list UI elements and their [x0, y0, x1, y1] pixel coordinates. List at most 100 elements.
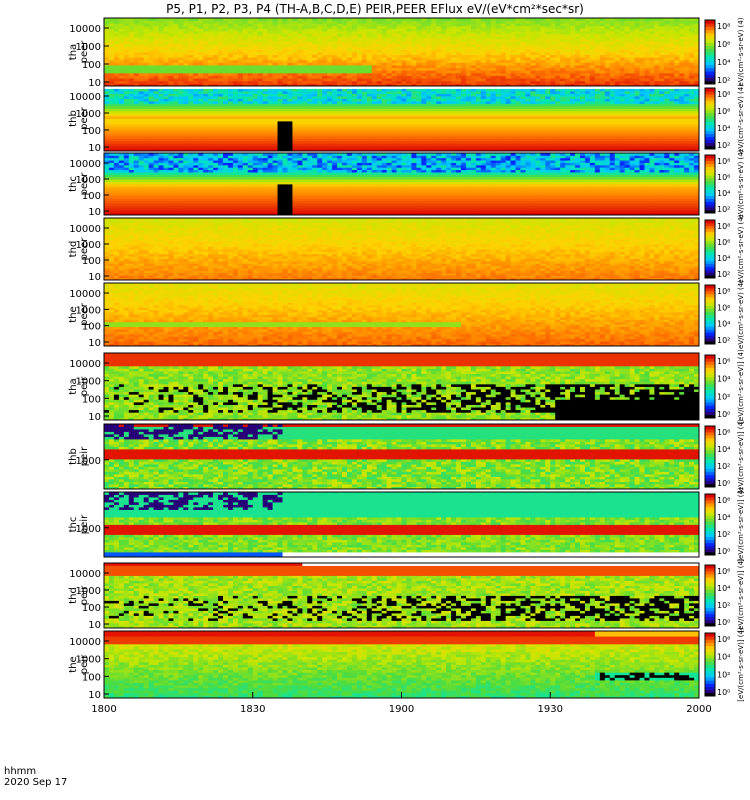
heatmap-cell — [401, 31, 407, 35]
heatmap-cell — [520, 118, 526, 122]
heatmap-cell — [391, 131, 397, 134]
heatmap-cell — [456, 136, 462, 139]
heatmap-cell — [123, 143, 130, 147]
heatmap-cell — [679, 20, 685, 24]
heatmap-cell — [406, 126, 412, 129]
heatmap-cell — [659, 128, 665, 132]
heatmap-cell — [619, 57, 626, 61]
heatmap-cell — [451, 62, 457, 66]
heatmap-cell — [565, 52, 571, 56]
heatmap-cell — [242, 44, 249, 48]
heatmap-cell — [426, 113, 432, 117]
heatmap-cell — [664, 18, 670, 22]
heatmap-cell — [540, 36, 546, 40]
heatmap-cell — [317, 116, 323, 119]
heatmap-cell — [654, 70, 660, 74]
heatmap-cell — [322, 143, 328, 147]
heatmap-cell — [649, 72, 655, 76]
heatmap-cell — [128, 62, 135, 66]
heatmap-cell — [173, 44, 179, 48]
heatmap-cell — [163, 44, 169, 48]
heatmap-cell — [123, 131, 130, 134]
heatmap-cell — [431, 41, 437, 45]
heatmap-cell — [421, 146, 427, 149]
heatmap-cell — [446, 146, 452, 149]
heatmap-cell — [188, 36, 194, 40]
heatmap-cell — [257, 52, 264, 56]
heatmap-cell — [292, 70, 298, 74]
heatmap-cell — [485, 41, 492, 45]
heatmap-cell — [183, 46, 189, 50]
heatmap-cell — [163, 121, 169, 124]
heatmap-cell — [193, 143, 199, 147]
heatmap-cell — [510, 116, 516, 119]
heatmap-cell — [327, 121, 333, 124]
heatmap-cell — [580, 36, 586, 40]
heatmap-cell — [292, 75, 298, 79]
heatmap-cell — [148, 136, 154, 139]
heatmap-cell — [381, 28, 388, 32]
heatmap-cell — [649, 128, 655, 132]
heatmap-cell — [446, 143, 452, 147]
heatmap-cell — [257, 25, 264, 29]
heatmap-cell — [203, 31, 209, 35]
heatmap-cell — [485, 80, 492, 84]
heatmap-cell — [570, 28, 576, 32]
heatmap-cell — [416, 49, 422, 53]
heatmap-cell — [252, 143, 259, 147]
heatmap-cell — [148, 62, 154, 66]
heatmap-cell — [565, 44, 571, 48]
heatmap-cell — [213, 52, 219, 56]
heatmap-cell — [575, 65, 581, 69]
heatmap-cell — [193, 136, 199, 139]
heatmap-cell — [292, 138, 298, 142]
heatmap-cell — [485, 52, 492, 56]
heatmap-cell — [555, 148, 561, 152]
heatmap-cell — [684, 36, 690, 40]
heatmap-cell — [669, 113, 675, 117]
heatmap-cell — [575, 59, 581, 63]
heatmap-cell — [530, 49, 536, 53]
heatmap-cell — [262, 138, 269, 142]
heatmap-cell — [584, 136, 591, 139]
heatmap-cell — [555, 20, 561, 24]
heatmap-cell — [505, 70, 511, 74]
heatmap-cell — [327, 31, 333, 35]
heatmap-cell — [659, 18, 665, 22]
heatmap-cell — [361, 146, 368, 149]
heatmap-cell — [674, 138, 680, 142]
heatmap-cell — [609, 46, 616, 50]
heatmap-cell — [118, 83, 125, 87]
heatmap-cell — [173, 131, 179, 134]
heatmap-cell — [123, 118, 130, 122]
heatmap-cell — [337, 72, 343, 76]
heatmap-cell — [307, 57, 313, 61]
heatmap-cell — [322, 118, 328, 122]
heatmap-cell — [108, 62, 115, 66]
heatmap-cell — [262, 113, 269, 117]
heatmap-cell — [361, 123, 368, 127]
heatmap-cell — [262, 33, 269, 37]
heatmap-cell — [342, 143, 348, 147]
heatmap-cell — [401, 126, 407, 129]
heatmap-cell — [307, 65, 313, 69]
heatmap-cell — [287, 18, 293, 22]
heatmap-cell — [535, 133, 541, 137]
heatmap-cell — [446, 128, 452, 132]
heatmap-cell — [550, 123, 556, 127]
heatmap-cell — [208, 118, 214, 122]
heatmap-cell — [282, 36, 288, 40]
heatmap-cell — [183, 41, 189, 45]
heatmap-cell — [193, 146, 199, 149]
heatmap-cell — [614, 28, 621, 32]
heatmap-cell — [178, 36, 184, 40]
heatmap-cell — [475, 138, 482, 142]
heatmap-cell — [436, 72, 442, 76]
heatmap-cell — [580, 128, 586, 132]
heatmap-cell — [366, 49, 373, 53]
heatmap-cell — [267, 44, 273, 48]
heatmap-cell — [272, 46, 278, 50]
heatmap-cell — [188, 59, 194, 63]
heatmap-cell — [332, 41, 338, 45]
heatmap-cell — [262, 57, 269, 61]
